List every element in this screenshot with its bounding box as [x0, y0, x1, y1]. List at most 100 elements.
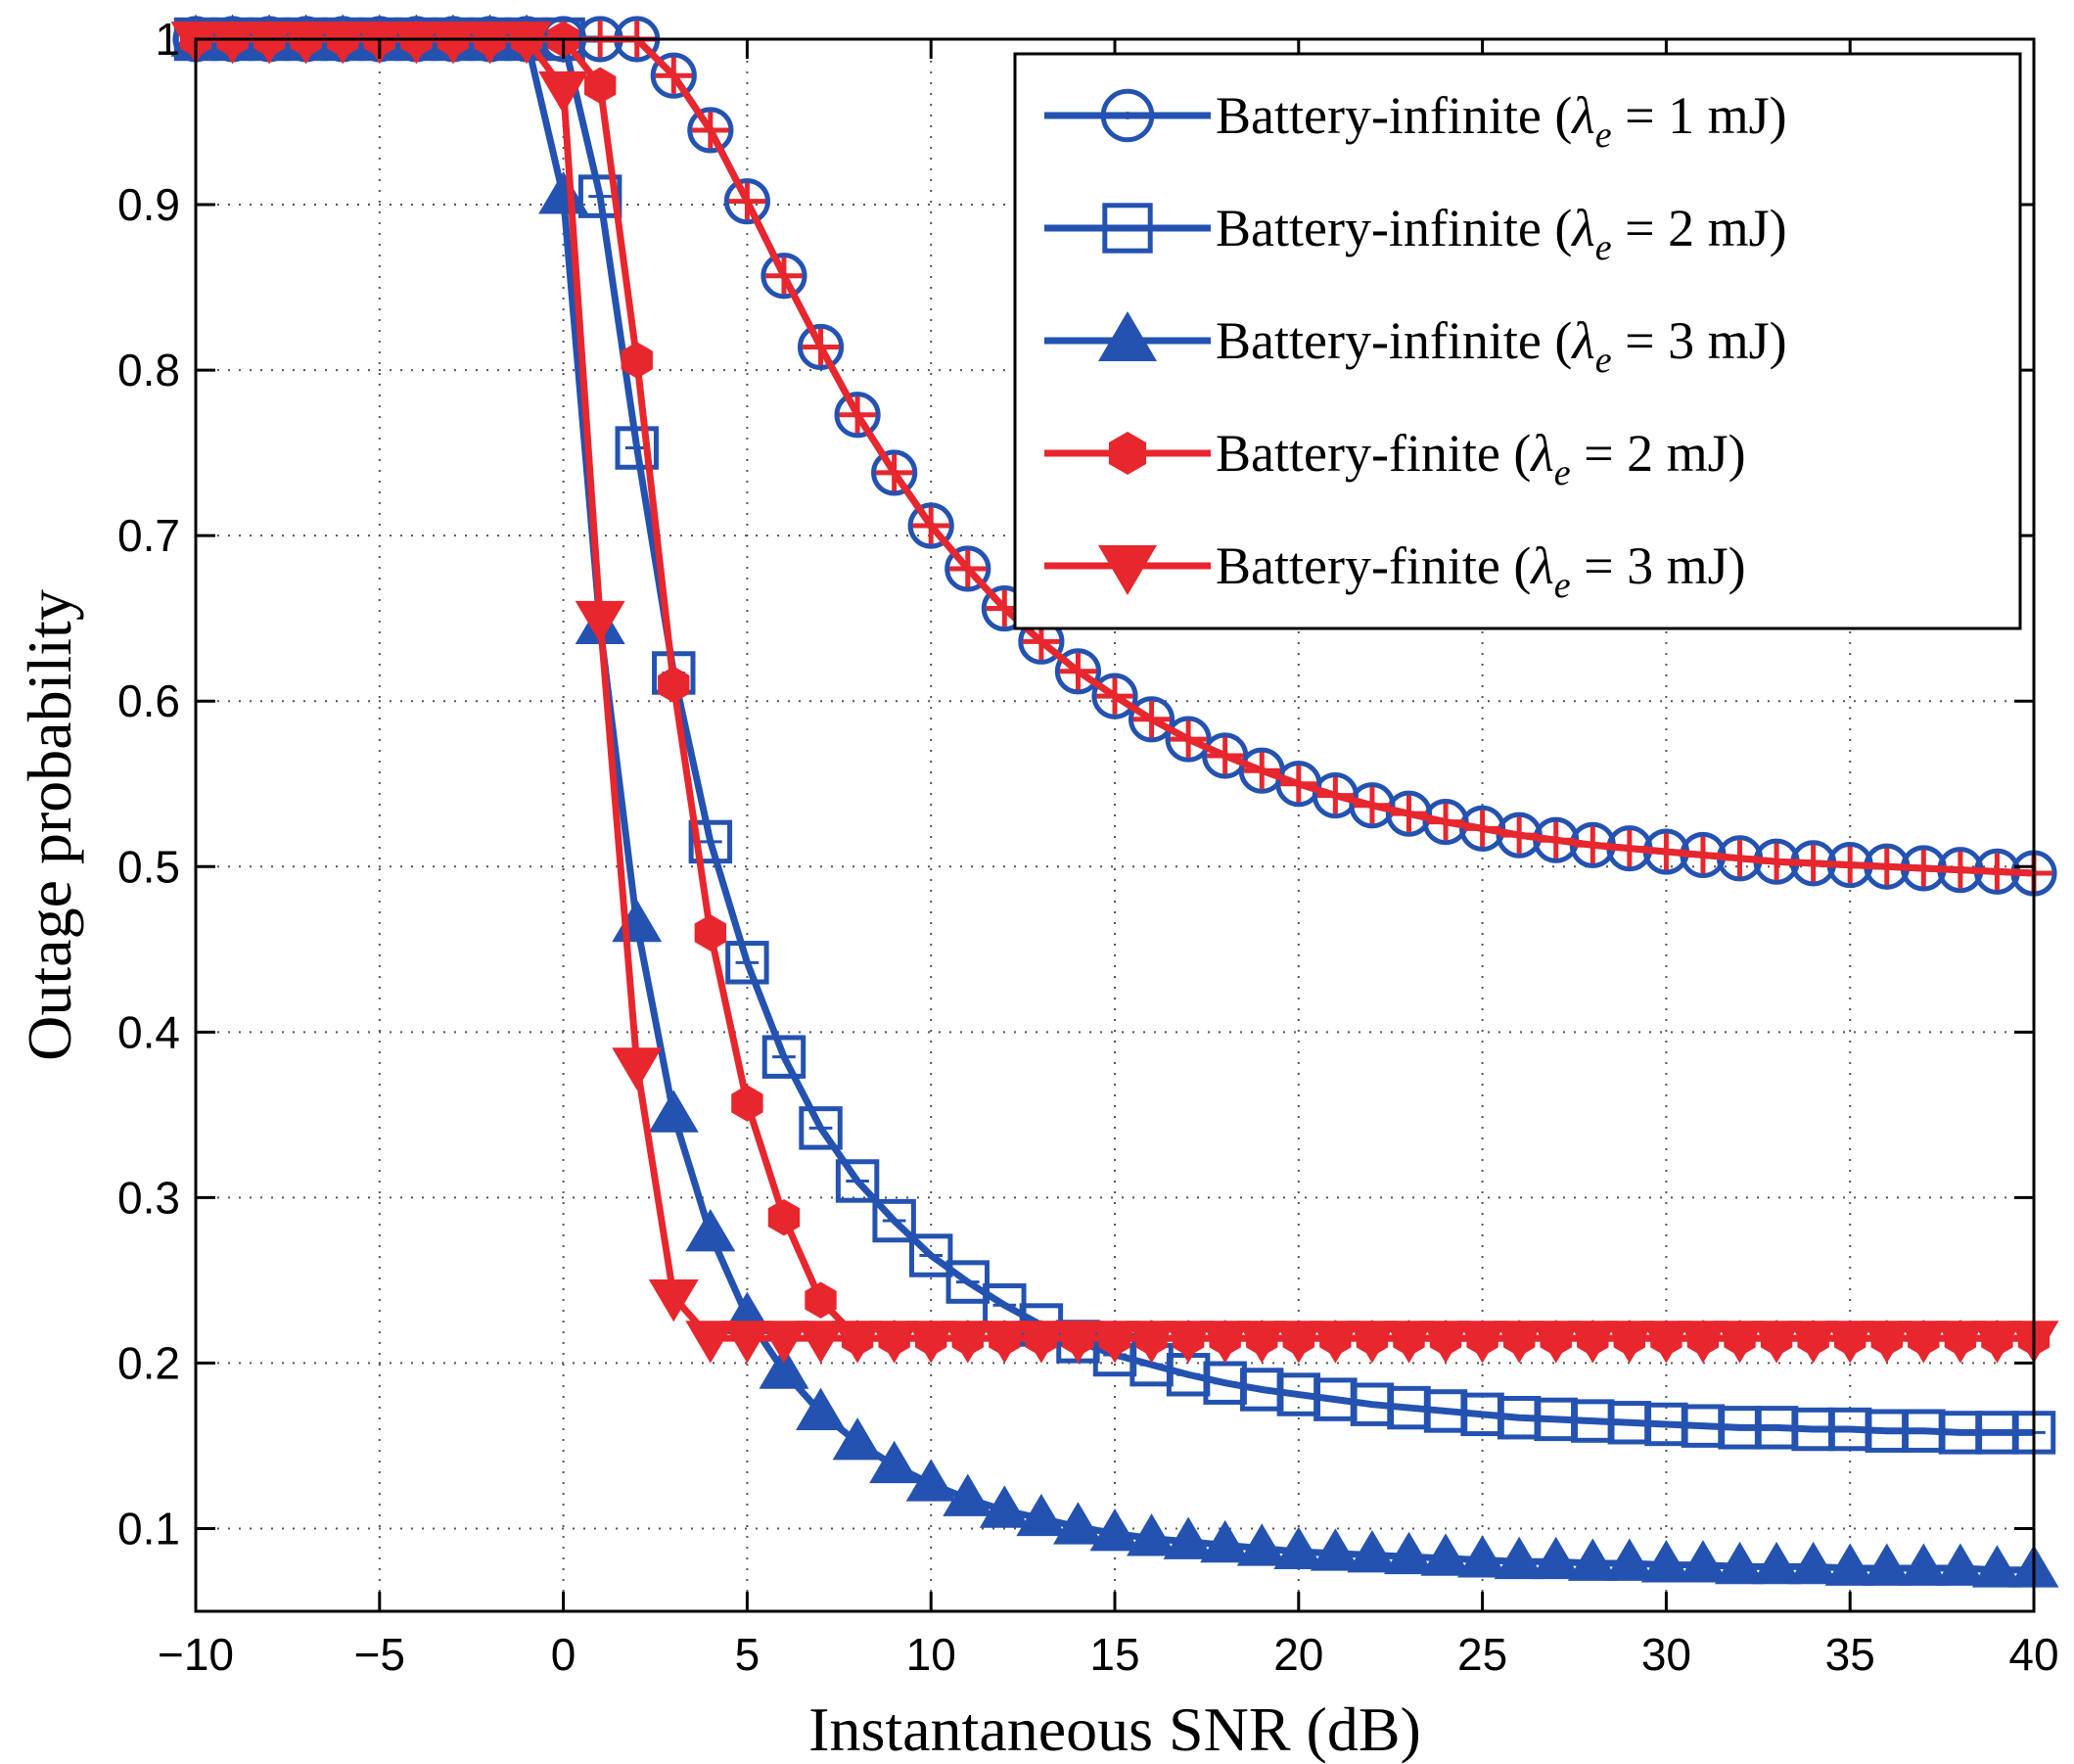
triangle-down-marker [1494, 1321, 1544, 1364]
x-tick-label: 5 [735, 1629, 760, 1680]
triangle-up-marker [1824, 1543, 1875, 1586]
circle-marker-ring [797, 323, 845, 371]
plus-marker [1096, 677, 1133, 715]
circle-marker-ring [907, 502, 954, 549]
y-tick-label: 0.1 [117, 1503, 180, 1554]
triangle-up-marker [905, 1459, 956, 1502]
triangle-up-marker [796, 1387, 847, 1430]
x-tick-label: 35 [1825, 1629, 1875, 1680]
x-tick-label: −10 [158, 1629, 234, 1680]
square-marker-box [615, 426, 659, 470]
overlay-series [581, 21, 2052, 892]
square-marker [761, 1035, 807, 1079]
circle-marker-ring [1459, 805, 1506, 852]
x-tick-label: 15 [1089, 1629, 1139, 1680]
plus-marker [1574, 826, 1611, 863]
plus-marker [1978, 853, 2016, 891]
triangle-down-marker [1971, 1321, 2022, 1364]
plus-marker [839, 396, 876, 434]
legend-label: Battery-infinite (λe = 2 mJ) [1216, 199, 1787, 268]
hexagon-marker [658, 666, 690, 704]
hexagon-marker [583, 67, 617, 105]
triangle-down-marker [1457, 1321, 1508, 1364]
plus-marker [1132, 701, 1171, 738]
x-tick-label: 0 [551, 1629, 576, 1680]
triangle-up-marker [1273, 1526, 1324, 1569]
triangle-up-marker [1494, 1536, 1544, 1580]
square-marker-box [872, 1198, 916, 1243]
square-marker [835, 1159, 880, 1203]
triangle-up-marker [1347, 1530, 1398, 1573]
triangle-up-marker [685, 1209, 736, 1252]
triangle-down-marker [1751, 1321, 1802, 1364]
triangle-down-marker [1604, 1321, 1655, 1364]
square-marker-box [908, 1233, 953, 1277]
hexagon-marker [805, 1281, 837, 1319]
triangle-down-marker [207, 22, 258, 65]
series-4 [170, 22, 2059, 1364]
triangle-down-marker [1640, 1321, 1691, 1364]
triangle-down-marker [317, 22, 368, 65]
triangle-up-marker [1383, 1531, 1434, 1575]
plus-marker [692, 112, 729, 149]
circle-marker-ring [1091, 673, 1138, 720]
triangle-up-marker [1715, 1541, 1766, 1585]
legend-entry-3: Battery-finite (λe = 2 mJ) [1044, 424, 1746, 493]
y-tick-label: 0.7 [117, 510, 180, 561]
square-marker [725, 941, 769, 985]
triangle-down-marker [1383, 1321, 1434, 1364]
triangle-up-marker [1098, 311, 1157, 361]
triangle-up-marker [869, 1440, 920, 1484]
hexagon-marker [1108, 432, 1147, 475]
triangle-up-marker [1016, 1493, 1067, 1537]
circle-marker-ring [834, 392, 881, 439]
triangle-down-marker [1935, 1321, 1986, 1364]
triangle-up-marker [1567, 1538, 1618, 1581]
triangle-up-marker [1127, 1513, 1177, 1556]
circle-marker-ring [1422, 799, 1469, 846]
legend-entry-1: Battery-infinite (λe = 2 mJ) [1044, 199, 1787, 268]
plus-marker [1280, 766, 1317, 803]
triangle-down-marker [1531, 1321, 1582, 1364]
y-tick-label: 1 [155, 14, 180, 65]
triangle-down-marker [1898, 1321, 1949, 1364]
triangle-down-marker [1127, 1321, 1177, 1364]
triangle-down-marker [428, 22, 479, 65]
triangle-up-marker [1089, 1509, 1140, 1552]
hexagon-marker [731, 1085, 763, 1122]
y-tick-labels: 0.1 0.2 0.3 0.4 0.5 0.6 0.7 0.8 0.9 1 [117, 14, 180, 1554]
triangle-down-marker [1089, 1321, 1140, 1364]
triangle-down-marker [538, 70, 589, 115]
circle-marker-dot [1124, 112, 1131, 119]
x-tick-label: 40 [2008, 1629, 2058, 1680]
square-marker-box [725, 941, 769, 985]
triangle-up-marker [1788, 1541, 1839, 1585]
square-marker [799, 1106, 843, 1150]
x-tick-label: −5 [354, 1629, 405, 1680]
circle-marker-ring [687, 107, 734, 154]
plus-marker [1059, 653, 1097, 690]
triangle-down-marker [1310, 1321, 1360, 1364]
triangle-down-marker [1347, 1321, 1398, 1364]
legend-label: Battery-finite (λe = 2 mJ) [1216, 424, 1746, 493]
plus-marker [802, 328, 840, 366]
circle-marker-ring [1054, 648, 1102, 695]
plus-marker [655, 57, 692, 94]
plus-marker [728, 182, 766, 220]
series-2 [170, 14, 2059, 1588]
x-tick-label: 20 [1273, 1629, 1323, 1680]
circle-marker-ring [1128, 696, 1175, 743]
triangle-down-marker [1273, 1321, 1324, 1364]
triangle-down-marker [1567, 1321, 1618, 1364]
triangle-up-marker [1163, 1516, 1214, 1559]
plus-marker [1538, 821, 1575, 859]
triangle-down-marker [1236, 1321, 1287, 1364]
circle-marker-ring [1100, 88, 1155, 143]
circle-marker-ring [1349, 782, 1396, 829]
square-marker [688, 819, 733, 864]
circle-marker-ring [760, 253, 807, 300]
plus-marker [1463, 810, 1501, 848]
triangle-up-marker [648, 1090, 699, 1133]
triangle-down-marker [1052, 1321, 1103, 1364]
